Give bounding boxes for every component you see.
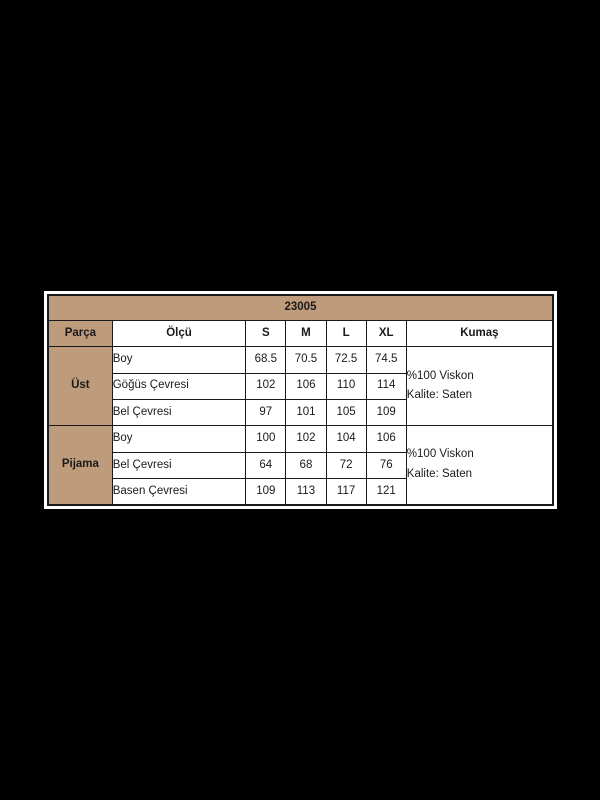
measure-value: 64 — [245, 451, 287, 480]
group-label-ust: Üst — [47, 346, 113, 427]
fabric-quality: Kalite: Saten — [406, 468, 473, 481]
measure-label: Bel Çevresi — [111, 451, 247, 480]
measure-value: 109 — [245, 478, 287, 506]
measure-value: 101 — [285, 398, 327, 427]
fabric-info-ust: %100 Viskon Kalite: Saten — [405, 346, 554, 427]
measure-value: 121 — [365, 478, 407, 506]
measure-value: 72 — [325, 451, 367, 480]
measure-value: 102 — [245, 372, 287, 400]
measure-value: 102 — [285, 425, 327, 453]
measure-label: Bel Çevresi — [111, 398, 247, 427]
table-header-row: Parça Ölçü S M L XL Kumaş — [47, 319, 554, 348]
table-row: Bel Çevresi 97 101 105 109 — [48, 398, 553, 427]
column-header-measure: Ölçü — [111, 319, 247, 348]
column-header-size-l: L — [325, 319, 367, 348]
column-header-size-s: S — [245, 319, 287, 348]
fabric-info-pijama: %100 Viskon Kalite: Saten — [405, 425, 554, 506]
measure-label: Basen Çevresi — [111, 478, 247, 506]
measure-value: 70.5 — [285, 346, 327, 374]
measure-value: 76 — [365, 451, 407, 480]
table-row: Göğüs Çevresi 102 106 110 114 — [48, 372, 553, 400]
measure-value: 110 — [325, 372, 367, 400]
product-code-title: 23005 — [47, 294, 554, 321]
measure-label: Boy — [111, 425, 247, 453]
measure-value: 109 — [365, 398, 407, 427]
measure-label: Boy — [111, 346, 247, 374]
fabric-quality: Kalite: Saten — [406, 389, 473, 402]
measure-value: 106 — [285, 372, 327, 400]
column-header-size-m: M — [285, 319, 327, 348]
table-row: Üst Boy 68.5 70.5 72.5 74.5 %100 Viskon … — [47, 346, 554, 427]
column-header-size-xl: XL — [365, 319, 407, 348]
measure-value: 74.5 — [365, 346, 407, 374]
measure-value: 68 — [285, 451, 327, 480]
measure-value: 100 — [245, 425, 287, 453]
size-chart-frame: 23005 Parça Ölçü S M L XL Kumaş Üst Boy … — [44, 291, 557, 509]
measure-value: 104 — [325, 425, 367, 453]
group-label-pijama: Pijama — [47, 425, 113, 506]
table-row: Bel Çevresi 64 68 72 76 — [48, 451, 553, 480]
measure-label: Göğüs Çevresi — [111, 372, 247, 400]
table-row: Basen Çevresi 109 113 117 121 — [48, 478, 553, 506]
table-title-row: 23005 — [47, 294, 554, 321]
column-header-fabric: Kumaş — [405, 319, 554, 348]
measure-value: 105 — [325, 398, 367, 427]
measure-value: 68.5 — [245, 346, 287, 374]
fabric-composition: %100 Viskon — [406, 369, 474, 382]
size-chart-table: 23005 Parça Ölçü S M L XL Kumaş Üst Boy … — [47, 294, 554, 506]
fabric-composition: %100 Viskon — [406, 448, 474, 461]
column-header-part: Parça — [47, 319, 113, 348]
measure-value: 114 — [365, 372, 407, 400]
table-row: Pijama Boy 100 102 104 106 %100 Viskon K… — [47, 425, 554, 506]
measure-value: 106 — [365, 425, 407, 453]
measure-value: 117 — [325, 478, 367, 506]
measure-value: 72.5 — [325, 346, 367, 374]
measure-value: 113 — [285, 478, 327, 506]
measure-value: 97 — [245, 398, 287, 427]
